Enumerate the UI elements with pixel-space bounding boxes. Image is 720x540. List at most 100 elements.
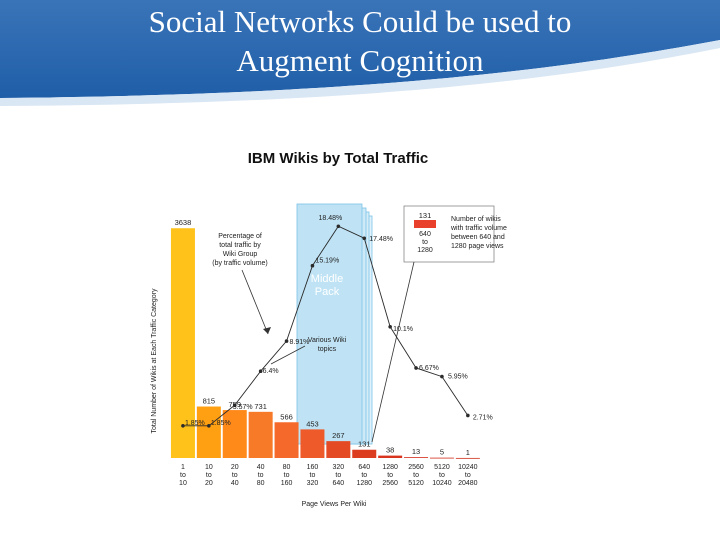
x-tick-label-7-line-1: 320 bbox=[333, 464, 345, 471]
traffic-share-label-11: 5.95% bbox=[448, 374, 468, 381]
traffic-share-points bbox=[181, 224, 470, 428]
x-tick-label-3-line-1: 20 bbox=[231, 464, 239, 471]
x-tick-label-12-line-3: 20480 bbox=[458, 480, 478, 487]
traffic-share-point-6 bbox=[310, 263, 315, 268]
legend-arrow bbox=[371, 261, 415, 443]
bar-11 bbox=[429, 457, 454, 459]
x-tick-label-5-line-1: 80 bbox=[283, 464, 291, 471]
traffic-share-point-8 bbox=[362, 236, 367, 241]
traffic-share-point-11 bbox=[440, 374, 444, 379]
traffic-share-label-1: 1.85% bbox=[185, 420, 205, 427]
x-tick-label-1-line-1: 1 bbox=[181, 464, 185, 471]
traffic-share-label-8: 17.48% bbox=[369, 236, 393, 243]
x-tick-label-5-line-2: to bbox=[284, 472, 290, 479]
bars bbox=[170, 228, 480, 459]
traffic-share-point-2 bbox=[207, 424, 211, 428]
x-tick-label-7-line-2: to bbox=[335, 472, 341, 479]
middle-pack-highlight: Middle Pack Various Wiki topics bbox=[296, 203, 373, 445]
bar-8 bbox=[352, 449, 377, 458]
percentage-annotation-arrowhead bbox=[263, 327, 271, 334]
traffic-share-label-3: 3.57% bbox=[233, 404, 253, 411]
bar-value-label-10: 13 bbox=[412, 447, 420, 456]
slide-header-background bbox=[0, 0, 720, 106]
legend-box bbox=[403, 205, 495, 263]
x-tick-label-9-line-2: to bbox=[387, 472, 393, 479]
x-tick-label-5-line-3: 160 bbox=[281, 480, 293, 487]
bar-value-label-2: 815 bbox=[203, 397, 216, 406]
traffic-share-point-5 bbox=[284, 339, 289, 343]
traffic-share-point-12 bbox=[466, 413, 470, 418]
x-axis-label: Page Views Per Wiki bbox=[302, 501, 367, 508]
traffic-share-polyline bbox=[182, 225, 469, 427]
x-tick-label-10-line-2: to bbox=[413, 472, 419, 479]
bar-value-label-7: 267 bbox=[332, 431, 345, 440]
percentage-annotation-line-3: Wiki Group bbox=[223, 251, 258, 258]
x-tick-label-2-line-2: to bbox=[206, 472, 212, 479]
various-topics-arrow bbox=[270, 345, 306, 365]
legend-text-line-4: 1280 page views bbox=[451, 243, 504, 250]
x-tick-label-12-line-2: to bbox=[465, 472, 471, 479]
x-tick-label-4-line-1: 40 bbox=[257, 464, 265, 471]
legend-text-line-2: with traffic volume bbox=[450, 225, 507, 232]
various-topics-line-1: Various Wiki bbox=[308, 337, 347, 344]
middle-pack-panel bbox=[296, 203, 363, 445]
bar-value-label-9: 38 bbox=[386, 446, 394, 455]
percentage-annotation-line-2: total traffic by bbox=[219, 242, 261, 249]
chart-title: IBM Wikis by Total Traffic bbox=[248, 150, 428, 167]
x-tick-label-6-line-3: 320 bbox=[307, 480, 319, 487]
x-tick-label-11-line-3: 10240 bbox=[432, 480, 452, 487]
x-tick-label-1-line-2: to bbox=[180, 472, 186, 479]
slide-title-line-2: Augment Cognition bbox=[236, 43, 484, 78]
traffic-share-label-4: 6.4% bbox=[263, 368, 279, 375]
y-axis-label: Total Number of Wikis at Each Traffic Ca… bbox=[151, 288, 158, 433]
traffic-share-label-2: 1.85% bbox=[211, 420, 231, 427]
legend-text-line-1: Number of wikis bbox=[451, 216, 501, 223]
bar-value-label-5: 566 bbox=[280, 412, 293, 421]
x-tick-label-4-line-2: to bbox=[258, 472, 264, 479]
bar-value-label-4: 731 bbox=[254, 402, 267, 411]
bar-5 bbox=[274, 422, 299, 458]
x-tick-label-9-line-1: 1280 bbox=[382, 464, 398, 471]
x-tick-label-2-line-3: 20 bbox=[205, 480, 213, 487]
legend-range-line-3: 1280 bbox=[417, 247, 433, 254]
x-tick-label-7-line-3: 640 bbox=[333, 480, 345, 487]
x-tick-label-11-line-2: to bbox=[439, 472, 445, 479]
x-tick-label-2-line-1: 10 bbox=[205, 464, 213, 471]
legend-range-line-2: to bbox=[422, 239, 428, 246]
traffic-share-label-12: 2.71% bbox=[473, 414, 493, 421]
bar-1 bbox=[170, 228, 195, 458]
bar-12 bbox=[455, 457, 480, 459]
x-tick-label-4-line-3: 80 bbox=[257, 480, 265, 487]
x-tick-label-3-line-3: 40 bbox=[231, 480, 239, 487]
traffic-share-point-4 bbox=[258, 369, 263, 374]
percentage-annotation-arrow bbox=[241, 269, 269, 335]
middle-pack-label-line-1: Middle bbox=[311, 273, 343, 285]
bar-7 bbox=[326, 441, 351, 458]
legend-range-line-1: 640 bbox=[419, 231, 431, 238]
traffic-share-label-6: 15.19% bbox=[315, 258, 339, 265]
percentage-annotation: Percentage of total traffic by Wiki Grou… bbox=[212, 233, 306, 365]
traffic-share-point-10 bbox=[414, 366, 418, 370]
bar-value-label-1: 3638 bbox=[175, 218, 192, 227]
x-tick-label-10-line-3: 5120 bbox=[408, 480, 424, 487]
x-tick-label-9-line-3: 2560 bbox=[382, 480, 398, 487]
slide-title: Social Networks Could be used to Augment… bbox=[60, 2, 660, 80]
x-tick-label-1-line-3: 10 bbox=[179, 480, 187, 487]
x-tick-label-12-line-1: 10240 bbox=[458, 464, 478, 471]
x-tick-label-8-line-1: 640 bbox=[358, 464, 370, 471]
x-tick-label-11-line-1: 5120 bbox=[434, 464, 450, 471]
bar-value-label-6: 453 bbox=[306, 419, 319, 428]
traffic-share-label-7: 18.48% bbox=[318, 215, 342, 222]
traffic-share-labels: 1.85% 1.85% 3.57% 6.4% 8.91% 15.19% 18.48% 17.4… bbox=[185, 215, 493, 427]
bar-10 bbox=[404, 457, 429, 458]
x-tick-label-6-line-1: 160 bbox=[307, 464, 319, 471]
bar-value-label-11: 5 bbox=[440, 448, 444, 457]
traffic-share-point-7 bbox=[336, 224, 341, 229]
x-tick-label-8-line-3: 1280 bbox=[356, 480, 372, 487]
traffic-share-point-9 bbox=[388, 325, 392, 329]
traffic-share-label-9: 10.1% bbox=[393, 326, 413, 333]
middle-pack-label-line-2: Pack bbox=[315, 286, 340, 298]
x-tick-label-8-line-2: to bbox=[361, 472, 367, 479]
legend-swatch bbox=[414, 220, 436, 228]
